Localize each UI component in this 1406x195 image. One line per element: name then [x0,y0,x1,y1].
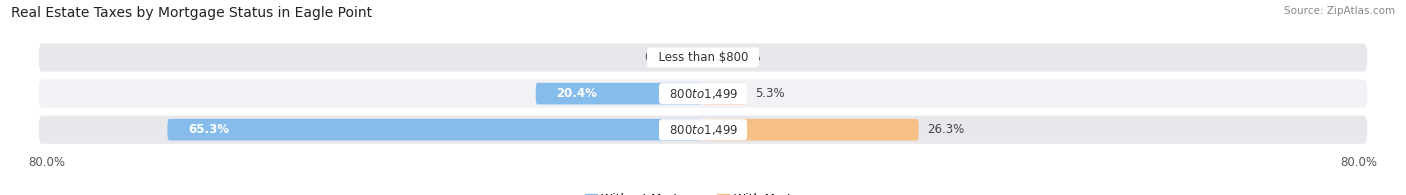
Text: $800 to $1,499: $800 to $1,499 [662,123,744,137]
Text: 65.3%: 65.3% [188,123,229,136]
Text: $800 to $1,499: $800 to $1,499 [662,87,744,101]
FancyBboxPatch shape [39,80,1367,108]
Text: 26.3%: 26.3% [927,123,965,136]
Text: 0.0%: 0.0% [645,51,675,64]
FancyBboxPatch shape [536,83,703,105]
Text: 20.4%: 20.4% [557,87,598,100]
FancyBboxPatch shape [703,119,918,141]
FancyBboxPatch shape [39,43,1367,72]
FancyBboxPatch shape [703,83,747,105]
Text: 5.3%: 5.3% [755,87,785,100]
Text: 0.0%: 0.0% [731,51,761,64]
FancyBboxPatch shape [39,116,1367,144]
FancyBboxPatch shape [167,119,703,141]
Legend: Without Mortgage, With Mortgage: Without Mortgage, With Mortgage [581,188,825,195]
Text: Source: ZipAtlas.com: Source: ZipAtlas.com [1284,6,1395,16]
Text: Less than $800: Less than $800 [651,51,755,64]
Text: Real Estate Taxes by Mortgage Status in Eagle Point: Real Estate Taxes by Mortgage Status in … [11,6,373,20]
